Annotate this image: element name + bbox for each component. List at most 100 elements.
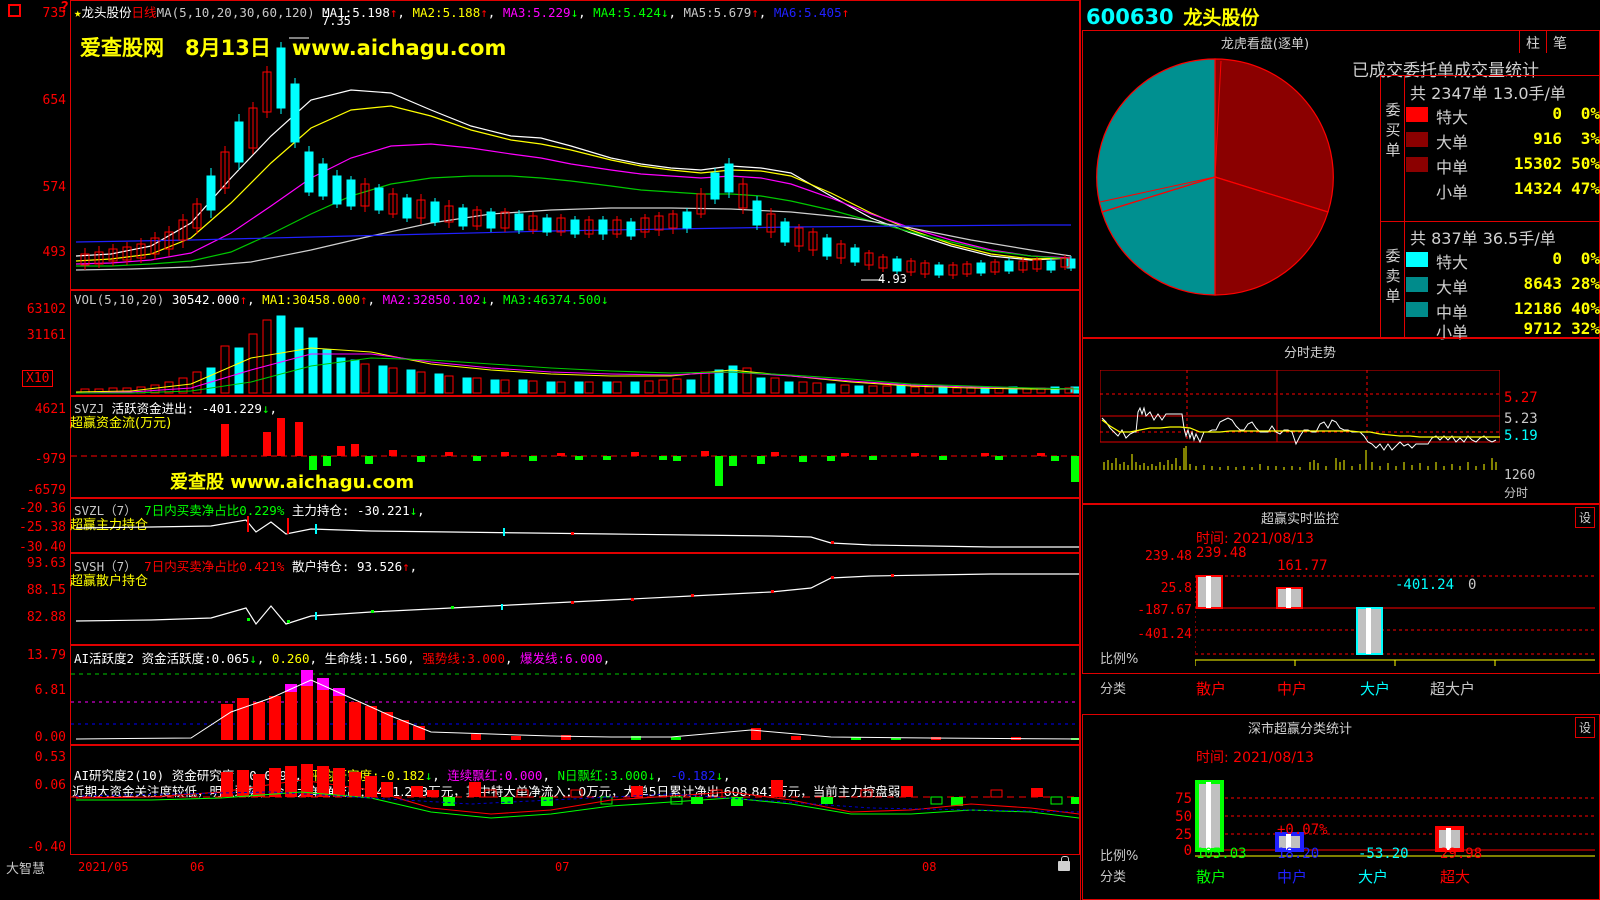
vol-ma2-arrow: ↓ [480,292,488,307]
vendor-label: 大智慧 [6,862,46,877]
vol-ma3-value: 46374.500 [533,292,601,307]
ma4-key: MA4: [593,5,624,20]
svzl-axis-tick-1: -25.38 [19,520,66,535]
ai-activity-axis-tick-2: 0.00 [34,730,66,745]
view-tab-bar[interactable]: 柱 笔 [1519,31,1573,53]
volume-scale-badge[interactable]: X10 [22,370,54,387]
ma1-arrow: ↑ [389,5,398,20]
favorite-star-icon[interactable]: ★ [74,5,82,20]
price-high-annotation: 7.35 [322,14,351,28]
buy-row-1: 大单 916 3% [1406,128,1600,152]
ai-activity-code: AI活跃度2 [74,651,135,666]
svsh-arrow: ↑ [402,559,410,574]
watermark-top: 爱查股网 8月13日 www.aichagu.com [80,36,507,60]
realtime-bar-value-1: 161.77 [1277,558,1328,574]
ai-activity-f4-value: 3.000 [467,651,505,666]
ai-research-code: AI研究度2(10) [74,768,165,783]
sell-pct-2: 40% [1571,299,1600,318]
vol-arrow: ↑ [239,292,248,307]
svzl-holding-label: 主力持仓: [291,503,350,518]
svzl-panel[interactable] [70,498,1080,553]
intraday-tick-1: 5.23 [1504,411,1538,427]
svsh-subtitle: 超赢散户持仓 [70,574,149,589]
sell-pct-1: 28% [1571,274,1600,293]
ai-activity-f2-value: 0.260 [271,651,310,666]
period-label[interactable]: 日线 [131,5,157,20]
watermark-mid: 爱查股 www.aichagu.com [170,472,415,493]
svzj-axis-tick-1: -979 [34,452,66,467]
intraday-title: 分时走势 [1283,346,1336,361]
vol-ma2-key: MA2: [382,292,413,307]
svzj-axis-tick-0: 4621 [34,402,66,417]
svzj-panel[interactable] [70,396,1080,498]
buy-swatch-2 [1406,157,1428,172]
crosshair-corner-icon[interactable] [8,4,21,17]
ai-research-panel[interactable] [70,745,1080,855]
buy-swatch-1 [1406,132,1428,147]
vol-ma1-arrow: ↑ [360,292,368,307]
ma5-key: MA5: [683,5,714,20]
sell-count-3: 9712 [1523,319,1562,338]
ma1-value: 5.198 [352,5,390,20]
buy-count-0: 0 [1552,104,1562,123]
view-tab-bi[interactable]: 笔 [1546,31,1573,53]
view-tab-zhu[interactable]: 柱 [1519,31,1546,53]
order-pie-chart[interactable] [1090,52,1340,302]
ai-research-f2-value: -0.182 [379,768,425,783]
class-axis-tick-3: 0 [1183,843,1192,859]
ai-research-axis-tick-1: 0.06 [34,778,66,793]
realtime-bar-value-0: 239.48 [1196,545,1247,561]
lock-shackle-icon [1061,856,1069,863]
realtime-bar-value-3: 0 [1468,577,1477,593]
realtime-monitor-set-button[interactable]: 设 [1575,507,1596,528]
svzl-arrow: ↓ [409,503,418,518]
volume-chart-panel[interactable] [70,290,1080,396]
intraday-tick-2: 5.19 [1504,428,1538,444]
price-chart-header: ★龙头股份日线MA(5,10,20,30,60,120) MA1:5.198↑,… [74,5,850,20]
svsh-panel[interactable] [70,553,1080,645]
ma3-key: MA3: [502,5,533,20]
stats-divider-4 [1380,221,1600,222]
vol-ma3-arrow: ↓ [600,292,609,307]
svzl-subtitle: 超赢主力持仓 [70,518,149,533]
realtime-ratio-label: 比例% [1100,652,1139,667]
question-mark-icon[interactable]: ? [60,0,70,16]
ai-activity-header: AI活跃度2 资金活跃度:0.065↓, 0.260, 生命线:1.560, 强… [74,651,611,666]
ai-activity-panel[interactable] [70,645,1080,745]
sell-swatch-1 [1406,277,1428,292]
ai-activity-f1-arrow: ↓ [249,651,257,666]
sell-row-1: 大单 8643 28% [1406,273,1600,297]
ai-research-axis-tick-2: -0.40 [26,840,66,855]
lock-icon[interactable] [1058,861,1070,871]
svzl-ratio-value: 0.229% [239,503,285,518]
ai-research-f4-arrow: ↓ [647,768,656,783]
ai-activity-f3-label: 生命线: [324,651,370,666]
price-chart-panel[interactable] [70,0,1080,290]
sell-row-3: 小单 9712 32% [1406,319,1600,347]
class-time-value: 2021/08/13 [1233,750,1314,766]
candlestick-chart[interactable] [71,18,1079,286]
realtime-time-label: 时间: [1196,531,1229,547]
ai-research-bars [71,764,1079,819]
class-stats-chart [1195,780,1595,857]
svsh-axis-tick-2: 82.88 [26,610,66,625]
realtime-category-2: 大户 [1360,680,1391,698]
svzj-code: SVZJ [74,401,105,416]
buy-side-label: 委买单 [1385,101,1401,159]
buy-row-3: 小单 14324 47% [1406,178,1600,202]
class-axis-tick-1: 50 [1175,809,1192,825]
class-stats-set-button[interactable]: 设 [1575,717,1596,738]
date-label-0: 2021/05 [78,860,129,874]
ai-activity-suffix: , [602,651,611,666]
intraday-chart[interactable] [1100,370,1500,470]
price-axis-tick-2: 574 [42,180,66,195]
class-axis-tick-2: 25 [1175,827,1192,843]
date-label-2: 07 [555,860,570,874]
svzl-holding-value: -30.221 [356,503,410,518]
realtime-category-3: 超大户 [1430,680,1476,698]
buy-count-2: 15302 [1513,154,1562,173]
svzj-axis-tick-2: -6579 [26,483,66,498]
vol-title: VOL(5,10,20) [74,292,165,307]
svzl-axis-tick-2: -30.40 [19,540,66,555]
ai-activity-f3-value: 1.560 [369,651,408,666]
